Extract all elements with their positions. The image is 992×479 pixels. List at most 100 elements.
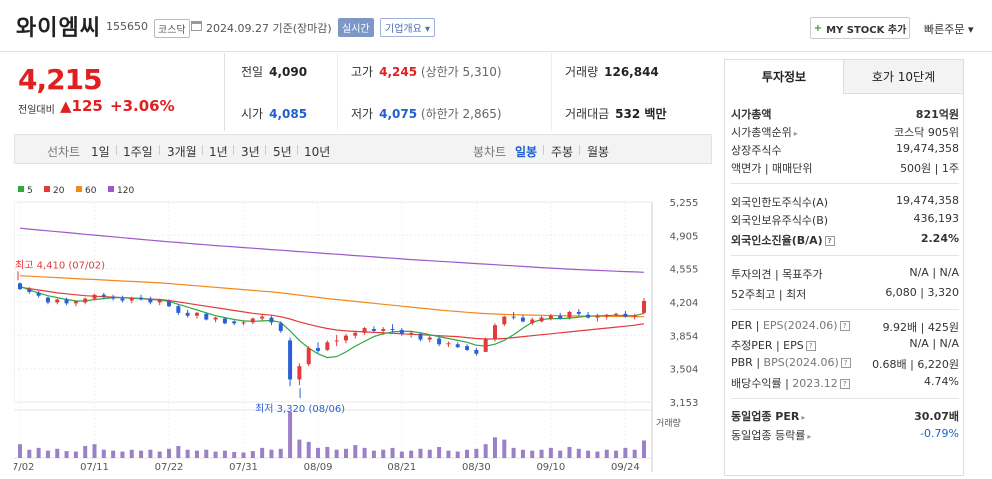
candle-body: [474, 349, 479, 354]
legend-swatch-20: [44, 186, 50, 192]
volume-bar: [250, 451, 255, 458]
row-per: PER | EPS(2024.06)? 9.92배 | 425원: [731, 319, 959, 334]
period-5y[interactable]: 5년: [273, 145, 292, 159]
row-par: 액면가 | 매매단위 500원 | 1주: [731, 162, 959, 175]
volume-bar: [465, 449, 470, 458]
candle-body: [595, 315, 600, 318]
candle-body: [213, 317, 218, 320]
my-stock-add-button[interactable]: + MY STOCK 추가: [810, 17, 910, 39]
x-tick-label: 07/02: [14, 462, 34, 473]
row-foreign-limit: 외국인한도주식수(A) 19,474,358: [731, 194, 959, 209]
volume-bar: [36, 447, 41, 458]
legend-swatch-60: [76, 186, 82, 192]
candle-body: [492, 325, 497, 340]
divider: [731, 183, 959, 184]
candle-body: [511, 316, 516, 318]
candle-body: [18, 283, 22, 290]
legend-swatch-120: [108, 186, 114, 192]
help-icon[interactable]: ?: [840, 358, 851, 368]
volume-bar: [614, 450, 619, 458]
realtime-button[interactable]: 실시간: [338, 18, 374, 37]
candle-body: [45, 297, 50, 303]
legend-label-5: 5: [27, 186, 33, 196]
divider: [731, 398, 959, 399]
volume-bar: [334, 449, 339, 458]
volume-bar: [288, 412, 293, 458]
x-tick-label: 07/31: [229, 462, 258, 473]
volume-bar: [455, 451, 460, 458]
help-icon[interactable]: ?: [805, 341, 816, 351]
candle-weekly[interactable]: 주봉: [551, 145, 574, 159]
divider: [579, 145, 580, 155]
volume-bar: [297, 439, 302, 458]
candle-body: [539, 317, 544, 322]
candle-body: [73, 301, 78, 304]
candle-body: [334, 340, 339, 342]
period-1y[interactable]: 1년: [209, 145, 228, 159]
stat-low: 저가 4,075 (하한가 2,865): [351, 107, 502, 121]
candle-body: [222, 318, 227, 324]
price-summary: 4,215 전일대비 ▲125 +3.06%: [0, 53, 225, 131]
help-icon[interactable]: ?: [839, 321, 850, 331]
y-tick-label: 3,504: [670, 365, 699, 376]
candle-body: [111, 296, 116, 299]
candle-body: [427, 337, 432, 340]
y-tick-label: 3,153: [670, 398, 699, 409]
x-tick-label: 09/10: [536, 462, 565, 473]
candle-body: [343, 335, 348, 341]
stock-chart[interactable]: 5 20 60 120 5,255 4,905 4,555 4,204 3,854 3,504 3,…: [6, 180, 712, 476]
volume-bar: [381, 449, 386, 458]
candle-daily[interactable]: 일봉: [515, 145, 538, 159]
candle-body: [604, 314, 609, 317]
candle-body: [353, 332, 358, 336]
period-1d[interactable]: 1일: [91, 145, 110, 159]
volume-bar: [604, 449, 609, 458]
candlestick-chart-svg[interactable]: 5 20 60 120 5,255 4,905 4,555 4,204 3,854 3,504 3,…: [6, 180, 712, 476]
period-10y[interactable]: 10년: [304, 145, 331, 159]
y-tick-label: 4,905: [670, 231, 699, 242]
stat-volume: 거래량 126,844: [565, 65, 659, 79]
divider: [116, 145, 117, 155]
tab-hoga-10[interactable]: 호가 10단계: [843, 60, 963, 94]
period-3m[interactable]: 3개월: [167, 145, 197, 159]
candle-body: [167, 301, 172, 307]
divider: [159, 145, 160, 155]
candle-body: [278, 323, 283, 331]
volume-bar: [390, 447, 395, 458]
help-icon[interactable]: ?: [839, 379, 850, 389]
calendar-icon: [191, 21, 202, 31]
volume-bar: [548, 447, 553, 458]
volume-bar: [427, 449, 432, 458]
candle-body: [483, 338, 488, 352]
candle-body: [120, 298, 125, 301]
candle-monthly[interactable]: 월봉: [587, 145, 610, 159]
candle-body: [64, 299, 69, 304]
divider: [731, 255, 959, 256]
divider: [731, 309, 959, 310]
current-price: 4,215: [18, 63, 103, 96]
candle-chart-label: 봉차트: [473, 145, 507, 159]
row-shares: 상장주식수 19,474,358: [731, 142, 959, 157]
quick-order-dropdown[interactable]: 빠른주문 ▾: [924, 23, 974, 36]
x-tick-label: 07/11: [80, 462, 109, 473]
candle-body: [241, 322, 246, 324]
stat-prev-close: 전일 4,090: [241, 65, 308, 79]
candle-body: [139, 297, 144, 300]
period-3y[interactable]: 3년: [241, 145, 260, 159]
row-market-cap-rank: 시가총액순위 ▸ 코스닥 905위: [731, 126, 959, 139]
candle-body: [390, 329, 395, 331]
period-1w[interactable]: 1주일: [123, 145, 153, 159]
company-overview-dropdown[interactable]: 기업개요 ▾: [380, 18, 435, 37]
volume-bar: [55, 448, 60, 458]
candle-body: [418, 333, 423, 340]
prev-day-label: 전일대비: [18, 105, 55, 116]
moving-average-ma60: [19, 275, 645, 318]
tab-investment-info[interactable]: 투자정보: [725, 60, 843, 94]
y-tick-label: 4,555: [670, 265, 699, 276]
stock-header: 와이엠씨 155650 코스닥 2024.09.27 기준(장마감) 실시간 기…: [0, 0, 992, 52]
row-foreign-hold: 외국인보유주식수(B) 436,193: [731, 212, 959, 227]
help-icon[interactable]: ?: [824, 236, 835, 246]
volume-bar: [83, 446, 88, 458]
investment-info-panel: 투자정보 호가 10단계 시가총액 821억원 시가총액순위 ▸ 코스닥 905위…: [724, 59, 964, 476]
candle-body: [399, 329, 404, 334]
